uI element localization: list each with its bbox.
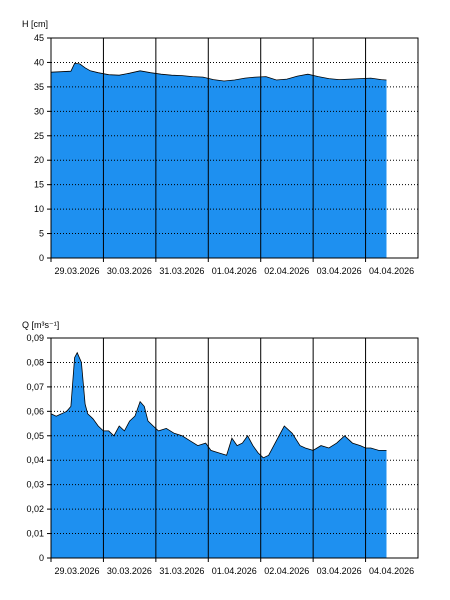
y-tick-label: 0,03 — [26, 480, 44, 490]
x-tick-label: 04.04.2026 — [369, 566, 414, 576]
y-tick-label: 0,08 — [26, 357, 44, 367]
y-tick-label: 40 — [34, 57, 44, 67]
y-axis-label: Q [m³s⁻¹] — [22, 320, 59, 330]
y-tick-label: 0,05 — [26, 431, 44, 441]
y-tick-label: 0,09 — [26, 333, 44, 343]
y-tick-label: 0,07 — [26, 382, 44, 392]
y-tick-label: 0,04 — [26, 455, 44, 465]
x-tick-label: 03.04.2026 — [317, 266, 362, 276]
plot-frame — [50, 337, 419, 559]
x-tick-label: 31.03.2026 — [159, 266, 204, 276]
y-tick-label: 0,06 — [26, 406, 44, 416]
series-area — [51, 63, 387, 259]
x-tick-label: 29.03.2026 — [54, 566, 99, 576]
y-tick-label: 45 — [34, 33, 44, 43]
y-tick-label: 0 — [39, 553, 44, 563]
x-tick-label: 01.04.2026 — [212, 266, 257, 276]
x-tick-label: 30.03.2026 — [107, 566, 152, 576]
y-tick-label: 0,02 — [26, 504, 44, 514]
x-tick-label: 03.04.2026 — [317, 566, 362, 576]
discharge-chart: Q [m³s⁻¹] 0 0,01 0,02 0,03 0,04 0,05 0,06 0,07 0,… — [22, 320, 419, 576]
y-tick-label: 0 — [39, 253, 44, 263]
y-tick-label: 35 — [34, 82, 44, 92]
x-tick-label: 02.04.2026 — [264, 266, 309, 276]
x-tick-label: 30.03.2026 — [107, 266, 152, 276]
y-tick-label: 0,01 — [26, 529, 44, 539]
y-tick-label: 20 — [34, 155, 44, 165]
x-tick-label: 29.03.2026 — [54, 266, 99, 276]
x-tick-label: 02.04.2026 — [264, 566, 309, 576]
y-tick-label: 10 — [34, 204, 44, 214]
y-axis-label: H [cm] — [22, 19, 48, 29]
x-tick-label: 01.04.2026 — [212, 566, 257, 576]
x-tick-label: 31.03.2026 — [159, 566, 204, 576]
y-tick-label: 25 — [34, 131, 44, 141]
series-area — [51, 352, 387, 558]
y-tick-label: 15 — [34, 180, 44, 190]
plot-frame — [50, 37, 419, 259]
x-tick-label: 04.04.2026 — [369, 266, 414, 276]
water-level-chart: H [cm] 0 5 10 15 20 25 30 35 40 45 29.03.2026 30.03.… — [22, 19, 419, 276]
y-tick-label: 5 — [39, 229, 44, 239]
y-tick-label: 30 — [34, 106, 44, 116]
series-line — [50, 351, 387, 459]
